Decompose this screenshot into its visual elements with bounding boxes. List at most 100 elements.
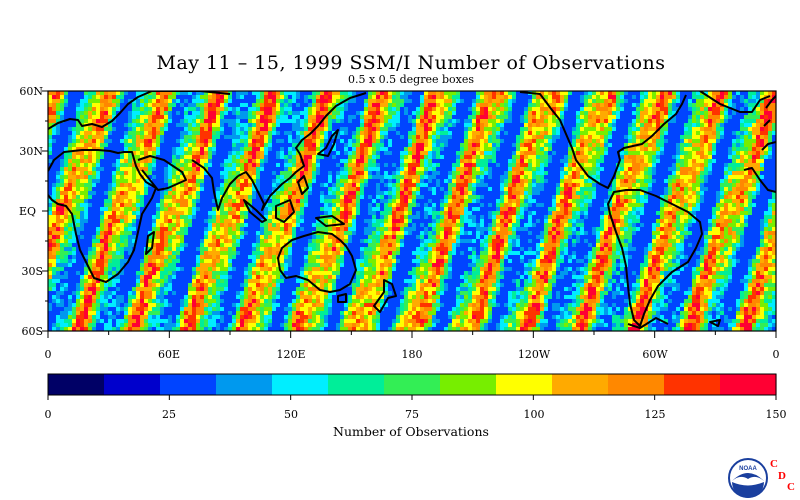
observation-cell: [48, 175, 53, 180]
observation-cell: [640, 183, 645, 188]
observation-cell: [216, 187, 221, 192]
observation-cell: [220, 99, 225, 104]
observation-cell: [344, 135, 349, 140]
observation-cell: [512, 95, 517, 100]
observation-cell: [76, 159, 81, 164]
observation-cell: [100, 119, 105, 124]
observation-cell: [472, 107, 477, 112]
observation-cell: [292, 139, 297, 144]
observation-cell: [320, 91, 325, 96]
observation-cell: [748, 107, 753, 112]
observation-cell: [616, 147, 621, 152]
observation-cell: [716, 123, 721, 128]
observation-cell: [496, 91, 501, 96]
observation-cell: [620, 187, 625, 192]
observation-cell: [164, 99, 169, 104]
observation-cell: [172, 115, 177, 120]
observation-cell: [96, 135, 101, 140]
observation-cell: [740, 171, 745, 176]
observation-cell: [748, 147, 753, 152]
observation-cell: [492, 195, 497, 200]
observation-cell: [80, 119, 85, 124]
observation-cell: [512, 123, 517, 128]
observation-cell: [308, 99, 313, 104]
observation-cell: [216, 179, 221, 184]
observation-cell: [484, 143, 489, 148]
observation-cell: [592, 151, 597, 156]
observation-cell: [204, 175, 209, 180]
observation-cell: [532, 179, 537, 184]
observation-cell: [436, 107, 441, 112]
observation-cell: [272, 99, 277, 104]
observation-cell: [260, 119, 265, 124]
observation-cell: [716, 195, 721, 200]
observation-cell: [736, 123, 741, 128]
observation-cell: [328, 183, 333, 188]
observation-cell: [224, 183, 229, 188]
observation-cell: [600, 123, 605, 128]
observation-cell: [524, 99, 529, 104]
observation-cell: [324, 167, 329, 172]
observation-cell: [548, 99, 553, 104]
observation-cell: [676, 159, 681, 164]
observation-cell: [732, 155, 737, 160]
observation-cell: [196, 155, 201, 160]
observation-cell: [572, 107, 577, 112]
observation-cell: [224, 123, 229, 128]
observation-cell: [396, 127, 401, 132]
observation-cell: [424, 123, 429, 128]
observation-cell: [736, 103, 741, 108]
observation-cell: [48, 131, 53, 136]
observation-cell: [652, 179, 657, 184]
observation-cell: [412, 151, 417, 156]
observation-cell: [744, 123, 749, 128]
observation-cell: [360, 175, 365, 180]
observation-cell: [460, 123, 465, 128]
observation-cell: [476, 143, 481, 148]
observation-cell: [504, 111, 509, 116]
observation-cell: [100, 151, 105, 156]
observation-cell: [664, 115, 669, 120]
observation-cell: [452, 143, 457, 148]
observation-cell: [56, 171, 61, 176]
observation-cell: [588, 103, 593, 108]
observation-cell: [580, 179, 585, 184]
observation-cell: [528, 163, 533, 168]
observation-cell: [404, 175, 409, 180]
observation-cell: [404, 143, 409, 148]
observation-cell: [412, 167, 417, 172]
observation-cell: [68, 191, 73, 196]
observation-cell: [400, 103, 405, 108]
observation-cell: [588, 171, 593, 176]
observation-cell: [568, 99, 573, 104]
observation-cell: [188, 179, 193, 184]
observation-cell: [200, 99, 205, 104]
observation-cell: [516, 195, 521, 200]
observation-cell: [420, 183, 425, 188]
observation-cell: [348, 163, 353, 168]
observation-cell: [132, 127, 137, 132]
observation-cell: [280, 91, 285, 96]
observation-cell: [616, 107, 621, 112]
observation-cell: [748, 171, 753, 176]
observation-cell: [260, 183, 265, 188]
observation-cell: [296, 123, 301, 128]
observation-cell: [536, 159, 541, 164]
observation-cell: [484, 131, 489, 136]
observation-cell: [580, 131, 585, 136]
observation-cell: [552, 119, 557, 124]
observation-cell: [52, 179, 57, 184]
observation-cell: [60, 147, 65, 152]
observation-cell: [744, 163, 749, 168]
observation-cell: [488, 175, 493, 180]
observation-cell: [436, 135, 441, 140]
observation-cell: [144, 143, 149, 148]
observation-cell: [396, 107, 401, 112]
observation-cell: [216, 167, 221, 172]
observation-cell: [176, 103, 181, 108]
observation-cell: [744, 139, 749, 144]
observation-cell: [632, 107, 637, 112]
observation-cell: [748, 123, 753, 128]
observation-cell: [632, 91, 637, 96]
observation-cell: [356, 151, 361, 156]
